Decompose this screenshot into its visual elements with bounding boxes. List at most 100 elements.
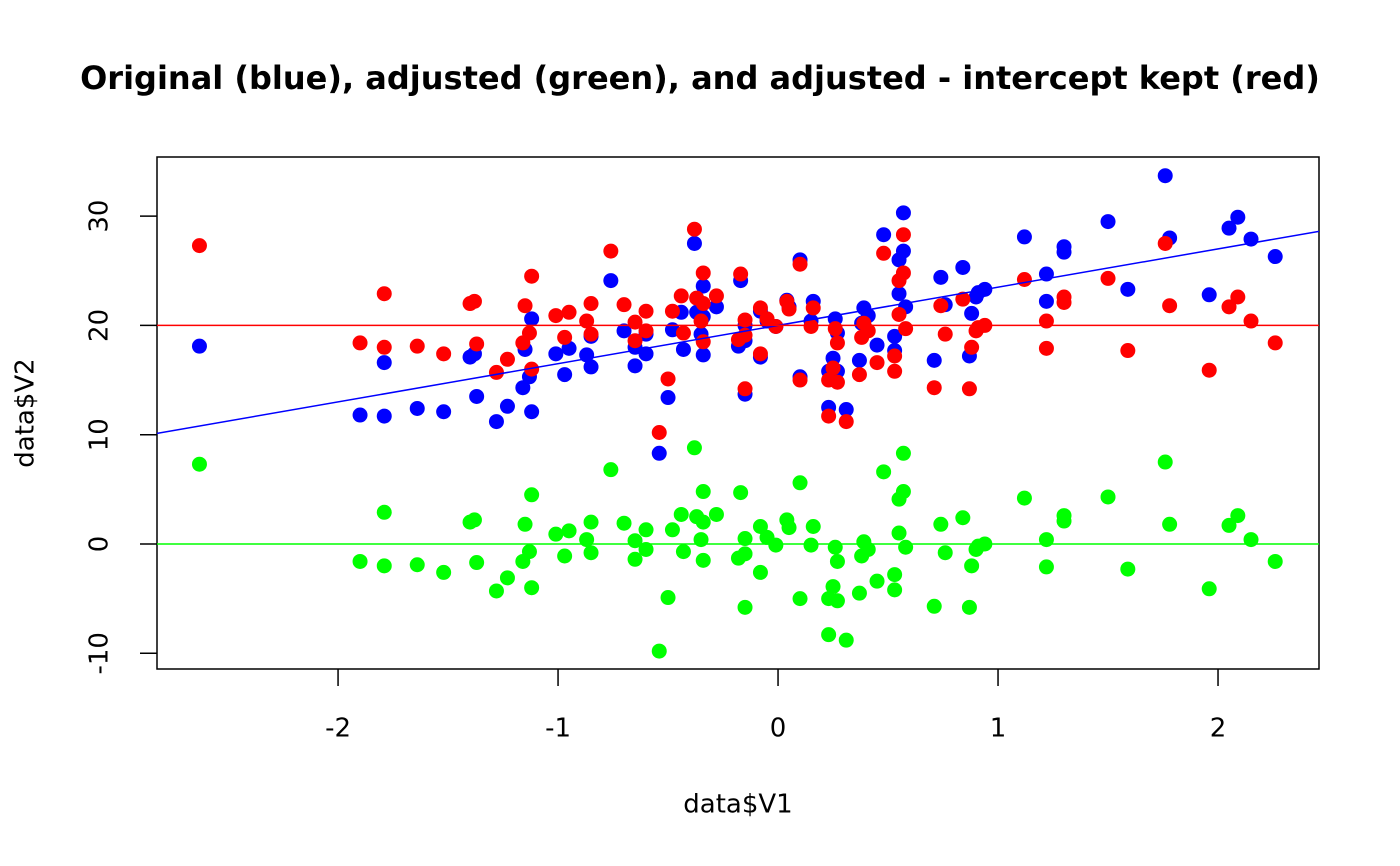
point: [1016, 229, 1032, 245]
point: [675, 544, 691, 560]
x-tick-label: -1: [545, 714, 571, 744]
point: [499, 398, 515, 414]
point: [851, 585, 867, 601]
point: [466, 512, 482, 528]
point: [737, 312, 753, 328]
point: [829, 553, 845, 569]
point: [488, 364, 504, 380]
point: [752, 300, 768, 316]
point: [664, 303, 680, 319]
point: [191, 456, 207, 472]
point: [1100, 214, 1116, 230]
point: [792, 372, 808, 388]
point: [964, 305, 980, 321]
point: [695, 334, 711, 350]
point: [651, 425, 667, 441]
point: [1230, 209, 1246, 225]
point: [708, 506, 724, 522]
point: [827, 321, 843, 337]
point: [895, 243, 911, 259]
point: [616, 515, 632, 531]
point: [895, 205, 911, 221]
point: [876, 245, 892, 261]
point: [521, 325, 537, 341]
point: [673, 506, 689, 522]
point: [752, 564, 768, 580]
point: [352, 553, 368, 569]
point: [792, 475, 808, 491]
point: [851, 367, 867, 383]
point: [1038, 293, 1054, 309]
point: [1230, 508, 1246, 524]
point: [1038, 559, 1054, 575]
point: [524, 487, 540, 503]
point: [821, 408, 837, 424]
point: [898, 321, 914, 337]
point: [627, 551, 643, 567]
point: [616, 323, 632, 339]
point: [1162, 516, 1178, 532]
point: [752, 346, 768, 362]
point: [926, 598, 942, 614]
point: [805, 300, 821, 316]
point: [933, 269, 949, 285]
plot-frame: [156, 156, 1320, 670]
point: [638, 303, 654, 319]
point: [1056, 294, 1072, 310]
x-axis-label: data$V1: [683, 790, 792, 820]
point: [1157, 235, 1173, 251]
point: [693, 313, 709, 329]
point: [409, 557, 425, 573]
point: [664, 522, 680, 538]
point: [693, 532, 709, 548]
point: [1056, 513, 1072, 529]
point: [638, 522, 654, 538]
point: [499, 570, 515, 586]
point: [376, 408, 392, 424]
point: [521, 544, 537, 560]
point: [524, 580, 540, 596]
point: [737, 381, 753, 397]
point: [1267, 249, 1283, 265]
point: [792, 256, 808, 272]
point: [499, 351, 515, 367]
fit-line: [157, 230, 1319, 435]
y-tick-label: -10: [85, 632, 115, 674]
point: [829, 374, 845, 390]
point: [1201, 362, 1217, 378]
point: [876, 464, 892, 480]
point: [376, 504, 392, 520]
point: [660, 371, 676, 387]
point: [436, 404, 452, 420]
point: [895, 484, 911, 500]
point: [838, 632, 854, 648]
point: [686, 221, 702, 237]
point: [627, 358, 643, 374]
point: [616, 297, 632, 313]
point: [583, 514, 599, 530]
point: [583, 296, 599, 312]
point: [1100, 270, 1116, 286]
y-axis-label: data$V2: [11, 358, 41, 467]
point: [737, 599, 753, 615]
point: [603, 273, 619, 289]
point: [469, 336, 485, 352]
point: [638, 346, 654, 362]
point: [1221, 299, 1237, 315]
point: [891, 306, 907, 322]
x-tick-label: 1: [990, 714, 1007, 744]
point: [860, 323, 876, 339]
point: [695, 552, 711, 568]
point: [469, 388, 485, 404]
y-tick-label: 20: [85, 309, 115, 342]
y-tick-label: 30: [85, 200, 115, 233]
point: [737, 546, 753, 562]
point: [695, 278, 711, 294]
point: [926, 380, 942, 396]
point: [768, 537, 784, 553]
point: [561, 523, 577, 539]
point: [1038, 532, 1054, 548]
point: [1221, 517, 1237, 533]
point: [851, 352, 867, 368]
point: [524, 361, 540, 377]
